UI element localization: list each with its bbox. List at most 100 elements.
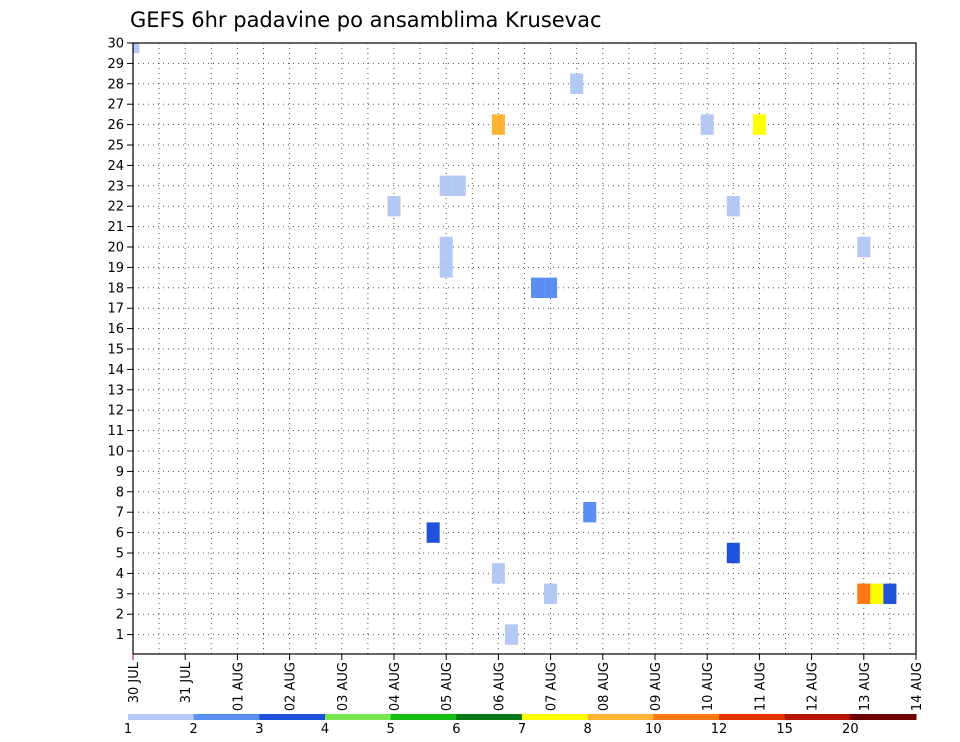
legend-label-0: 1 [124, 722, 132, 737]
x-tick-label-14: 13 AUG [858, 662, 873, 711]
y-tick-label-27: 27 [107, 98, 124, 113]
legend-swatch-6 [522, 714, 589, 720]
y-tick-label-3: 3 [116, 587, 124, 602]
x-tick-label-8: 07 AUG [545, 662, 560, 711]
y-tick-label-14: 14 [107, 363, 124, 378]
precip-cell-10 [531, 277, 545, 298]
y-tick-label-6: 6 [116, 526, 124, 541]
y-tick-label-13: 13 [107, 383, 124, 398]
y-tick-label-19: 19 [107, 261, 124, 276]
x-tick-label-10: 09 AUG [649, 662, 664, 711]
legend-swatch-3 [325, 714, 392, 720]
grid-lines [133, 42, 916, 654]
legend-label-3: 4 [321, 722, 329, 737]
y-tick-label-11: 11 [107, 424, 124, 439]
y-tick-label-21: 21 [107, 220, 124, 235]
precip-cell-9 [504, 624, 518, 645]
legend-label-2: 3 [255, 722, 263, 737]
x-tick-label-13: 12 AUG [806, 662, 821, 711]
precip-cell-4 [452, 175, 466, 196]
y-tick-label-9: 9 [116, 465, 124, 480]
legend-swatch-0 [128, 714, 195, 720]
y-tick-label-23: 23 [107, 179, 124, 194]
precip-cell-3 [439, 175, 453, 196]
legend-swatch-2 [259, 714, 326, 720]
x-tick-label-2: 01 AUG [231, 662, 246, 711]
precip-cell-5 [439, 236, 453, 258]
x-tick-label-5: 04 AUG [388, 662, 403, 711]
chart-title: GEFS 6hr padavine po ansamblima Krusevac [130, 8, 602, 32]
y-axis: 1234567891011121314151617181920212223242… [107, 37, 133, 643]
x-tick-label-1: 31 JUL [179, 661, 194, 703]
legend-label-5: 6 [452, 722, 460, 737]
y-tick-label-20: 20 [107, 241, 124, 256]
color-legend: 1 2 3 4 5 6 7 8 10 12 15 20 [124, 714, 917, 737]
precip-cell-17 [726, 542, 740, 564]
y-tick-label-28: 28 [107, 77, 124, 92]
y-tick-label-18: 18 [107, 281, 124, 296]
precip-cell-13 [570, 73, 584, 94]
y-tick-label-15: 15 [107, 343, 124, 358]
y-tick-label-16: 16 [107, 322, 124, 337]
precip-cell-12 [544, 583, 558, 604]
x-tick-label-4: 03 AUG [336, 662, 351, 711]
precip-cell-18 [752, 114, 766, 135]
precip-cell-19 [857, 236, 871, 258]
y-tick-label-29: 29 [107, 57, 124, 72]
precip-cell-15 [700, 114, 714, 135]
legend-label-1: 2 [190, 722, 198, 737]
y-tick-label-5: 5 [116, 547, 124, 562]
y-tick-label-30: 30 [107, 37, 124, 52]
x-tick-label-15: 14 AUG [910, 662, 925, 711]
precip-cell-20 [857, 583, 871, 604]
x-tick-label-0: 30 JUL [127, 661, 142, 703]
x-axis: 30 JUL 31 JUL 01 AUG 02 AUG 03 AUG 04 AUG 05 A… [127, 654, 925, 711]
x-tick-label-12: 11 AUG [753, 662, 768, 711]
precip-cell-22 [883, 583, 897, 604]
legend-swatch-5 [456, 714, 523, 720]
precip-cell-14 [583, 502, 597, 523]
legend-label-10: 15 [776, 722, 793, 737]
precip-cell-0 [133, 43, 140, 54]
y-tick-label-26: 26 [107, 118, 124, 133]
y-tick-label-8: 8 [116, 485, 124, 500]
x-tick-label-7: 06 AUG [492, 662, 507, 711]
y-tick-label-25: 25 [107, 139, 124, 154]
y-tick-label-10: 10 [107, 445, 124, 460]
y-tick-label-24: 24 [107, 159, 124, 174]
precip-cell-1 [387, 196, 401, 217]
x-tick-label-9: 08 AUG [597, 662, 612, 711]
precip-cell-7 [491, 114, 505, 135]
precip-cell-2 [426, 522, 440, 543]
legend-label-4: 5 [387, 722, 395, 737]
legend-swatch-8 [653, 714, 720, 720]
legend-swatch-1 [193, 714, 260, 720]
legend-label-9: 12 [711, 722, 728, 737]
y-tick-label-12: 12 [107, 404, 124, 419]
precipitation-cells [133, 43, 897, 645]
y-tick-label-17: 17 [107, 302, 124, 317]
precip-cell-16 [726, 196, 740, 217]
x-tick-label-6: 05 AUG [440, 662, 455, 711]
y-tick-label-1: 1 [116, 628, 124, 643]
y-tick-label-2: 2 [116, 608, 124, 623]
legend-swatch-7 [587, 714, 654, 720]
y-tick-label-22: 22 [107, 200, 124, 215]
legend-label-8: 10 [645, 722, 662, 737]
y-tick-label-4: 4 [116, 567, 124, 582]
legend-swatch-10 [784, 714, 851, 720]
x-tick-label-3: 02 AUG [284, 662, 299, 711]
precip-cell-6 [439, 257, 453, 278]
y-tick-label-7: 7 [116, 506, 124, 521]
precip-cell-8 [491, 563, 505, 584]
legend-label-7: 8 [584, 722, 592, 737]
legend-label-11: 20 [842, 722, 859, 737]
precip-cell-11 [544, 277, 558, 298]
legend-swatch-4 [390, 714, 457, 720]
x-tick-label-11: 10 AUG [701, 662, 716, 711]
legend-swatch-9 [719, 714, 786, 720]
precip-cell-21 [870, 583, 884, 604]
legend-swatch-11 [850, 714, 917, 720]
legend-label-6: 7 [518, 722, 526, 737]
